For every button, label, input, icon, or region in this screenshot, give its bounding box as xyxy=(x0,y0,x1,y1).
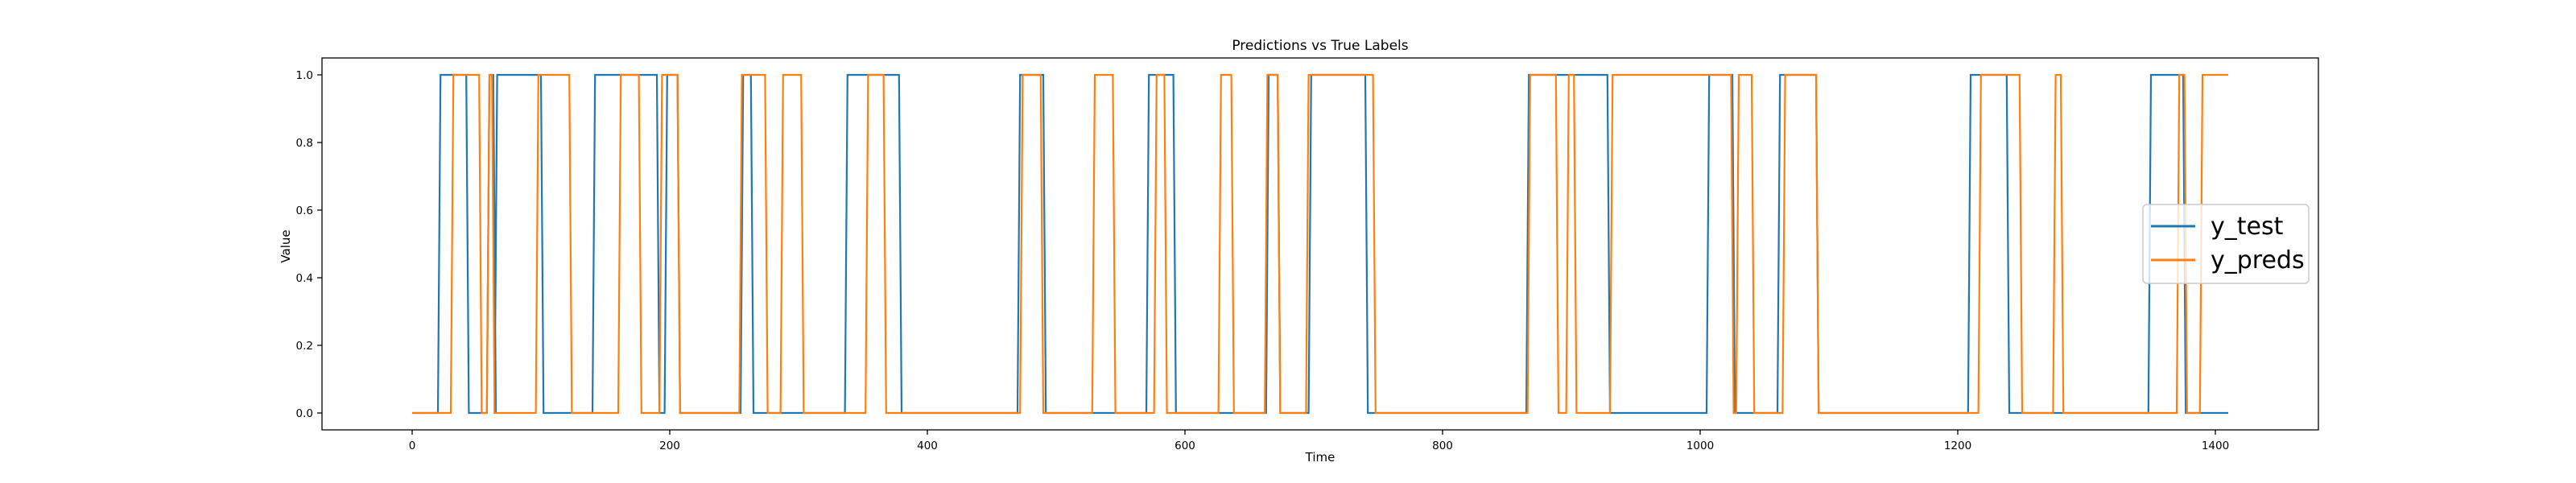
x-axis-label: Time xyxy=(1305,450,1335,464)
x-tick-label: 1000 xyxy=(1686,440,1714,452)
legend: y_test y_preds xyxy=(2142,204,2310,284)
chart-title: Predictions vs True Labels xyxy=(1232,38,1408,54)
series-line-y-preds xyxy=(412,73,2228,415)
axes-frame xyxy=(321,57,2319,431)
x-tick-label: 1200 xyxy=(1944,440,1971,452)
plot-area xyxy=(322,58,2318,430)
y-axis-label: Value xyxy=(279,229,293,262)
axes-layer: 0 200 400 600 800 1000 1200 1400 0.0 0.2 0.4 0.6 0.8… xyxy=(296,57,2319,452)
x-tick-label: 600 xyxy=(1174,440,1195,452)
x-tick-label: 200 xyxy=(659,440,680,452)
series-layer xyxy=(412,73,2228,415)
legend-box xyxy=(2142,204,2310,284)
x-tick-label: 800 xyxy=(1432,440,1453,452)
legend-label-y-test: y_test xyxy=(2211,213,2284,241)
y-tick-label: 0.2 xyxy=(296,340,313,353)
plot-background xyxy=(322,58,2318,430)
legend-label-y-preds: y_preds xyxy=(2211,246,2305,275)
y-tick-label: 0.0 xyxy=(296,407,313,420)
y-tick-label: 1.0 xyxy=(296,69,313,82)
x-tick-label: 1400 xyxy=(2202,440,2229,452)
y-tick-label: 0.6 xyxy=(296,204,313,217)
y-tick-label: 0.8 xyxy=(296,137,313,150)
y-tick-label: 0.4 xyxy=(296,272,313,285)
x-tick-label: 0 xyxy=(409,440,416,452)
x-tick-label: 400 xyxy=(917,440,938,452)
